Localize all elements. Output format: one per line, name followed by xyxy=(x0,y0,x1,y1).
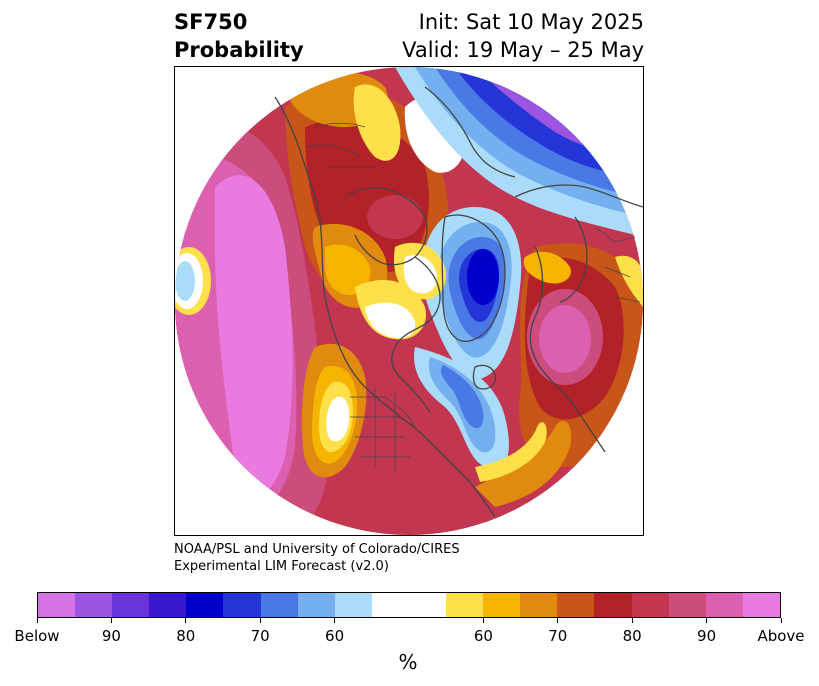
colorbar-cell xyxy=(520,593,558,617)
colorbar-cell xyxy=(149,593,187,617)
coast-na-east xyxy=(391,256,441,413)
probability-map xyxy=(175,67,643,535)
eurasia-borders xyxy=(594,226,641,303)
map-panel xyxy=(174,66,644,536)
field-baffin-white xyxy=(403,255,438,294)
colorbar-cell xyxy=(594,593,632,617)
colorbar-tick-mark xyxy=(482,618,484,623)
coast-hudson-bay xyxy=(344,187,428,266)
coastlines xyxy=(274,86,643,518)
colorbar-cell xyxy=(223,593,261,617)
field-atlantic-90 xyxy=(467,249,499,305)
title-variable: SF750 xyxy=(174,10,248,34)
colorbar-cell xyxy=(705,593,743,617)
field-pacific-above xyxy=(215,175,293,496)
field-hudson-80 xyxy=(367,195,423,239)
colorbar-tick-mark xyxy=(706,618,708,623)
colorbar-tick-mark xyxy=(36,618,38,623)
field-na-white xyxy=(365,302,416,339)
colorbar-cell xyxy=(260,593,298,617)
colorbar-tick-label: 60 xyxy=(325,627,345,645)
colorbar-cell xyxy=(334,593,372,617)
coast-na-west xyxy=(274,96,496,518)
colorbar-cell xyxy=(483,593,521,617)
colorbar-cell xyxy=(557,593,595,617)
map-title: SF750 Probability xyxy=(174,8,304,64)
field-arctic-55 xyxy=(353,84,401,161)
colorbar-tick-label: Above xyxy=(757,627,805,645)
colorbar-cell xyxy=(668,593,706,617)
colorbar-tick-label: Below xyxy=(14,627,60,645)
field-w-blue xyxy=(175,261,195,301)
colorbar-cell xyxy=(742,593,780,617)
init-date: Init: Sat 10 May 2025 xyxy=(418,10,644,34)
credit: NOAA/PSL and University of Colorado/CIRE… xyxy=(174,541,460,575)
canada-borders xyxy=(304,122,375,168)
coast-iceland xyxy=(472,364,497,390)
field-na-60 xyxy=(325,244,371,295)
colorbar-tick-label: 70 xyxy=(250,627,270,645)
colorbar-tick-label: 70 xyxy=(548,627,568,645)
field-europe-60 xyxy=(523,251,571,284)
field-europe-55 xyxy=(615,255,643,307)
colorbar-cell xyxy=(371,593,409,617)
field-usw-white xyxy=(326,396,350,442)
colorbar-tick-mark xyxy=(557,618,559,623)
colorbar-tick-label: 80 xyxy=(176,627,196,645)
forecast-dates: Init: Sat 10 May 2025 Valid: 19 May – 25… xyxy=(402,8,644,64)
coast-eurasia-arctic xyxy=(514,184,643,208)
title-product: Probability xyxy=(174,38,304,62)
colorbar-cell xyxy=(38,593,76,617)
coast-europe xyxy=(529,246,606,453)
colorbar-cell xyxy=(408,593,447,617)
colorbar xyxy=(37,592,781,618)
field-subtrop-70 xyxy=(440,365,484,429)
colorbar-tick-mark xyxy=(631,618,633,623)
colorbar-cell xyxy=(297,593,335,617)
field-atl-55 xyxy=(475,422,547,482)
colorbar-tick-label: 90 xyxy=(101,627,121,645)
colorbar-cell xyxy=(446,593,484,617)
colorbar-cell xyxy=(631,593,669,617)
coast-arctic-islands xyxy=(424,86,516,178)
map-disk xyxy=(175,67,643,535)
us-state-borders xyxy=(350,387,416,472)
colorbar-tick-label: 90 xyxy=(697,627,717,645)
colorbar-tick-mark xyxy=(780,618,782,623)
colorbar-cell xyxy=(186,593,224,617)
coast-greenland xyxy=(441,214,506,342)
field-europe-90 xyxy=(539,305,591,373)
colorbar-tick-label: 80 xyxy=(622,627,642,645)
colorbar-tick-mark xyxy=(185,618,187,623)
colorbar-tick-mark xyxy=(110,618,112,623)
credit-line2: Experimental LIM Forecast (v2.0) xyxy=(174,559,389,574)
colorbar-tick-label: 60 xyxy=(473,627,493,645)
coast-scandinavia xyxy=(559,216,588,303)
colorbar-tick-mark xyxy=(259,618,261,623)
colorbar-tick-mark xyxy=(334,618,336,623)
colorbar-cell xyxy=(75,593,113,617)
credit-line1: NOAA/PSL and University of Colorado/CIRE… xyxy=(174,542,460,557)
colorbar-cell xyxy=(112,593,150,617)
colorbar-unit: % xyxy=(398,650,418,674)
valid-dates: Valid: 19 May – 25 May xyxy=(402,38,644,62)
